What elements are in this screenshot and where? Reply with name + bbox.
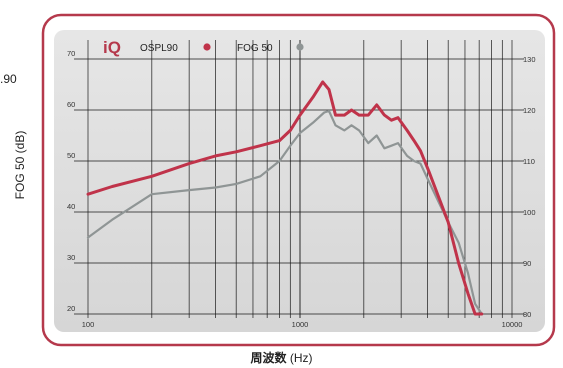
series-lines [86,80,484,316]
series-line-ospl90 [86,80,484,316]
x-tick: 1000 [292,320,309,329]
y-tick-right: 110 [523,157,535,166]
y-tick-left: 20 [67,304,75,313]
x-axis-title-text: 周波数 [250,351,287,365]
legend-label-ospl90: OSPL90 [140,43,178,54]
y-tick-right: 120 [523,106,536,115]
legend-marker [296,43,304,51]
y-tick-left: 30 [67,253,75,262]
y-tick-right: 100 [523,208,536,217]
y-tick-left: 50 [67,151,75,160]
x-tick: 10000 [502,320,523,329]
y-tick-left: 70 [67,49,75,58]
y-tick-right: 80 [523,310,531,319]
legend-brand-logo: iQ [103,38,121,57]
y-tick-right: 130 [523,55,536,64]
y-tick-left: 40 [67,202,75,211]
left-cut-label: .90 [0,72,17,86]
legend-marker [203,43,211,51]
legend-label-fog50: FOG 50 [237,43,273,54]
x-tick: 100 [82,320,95,329]
tick-labels: 20 30 40 50 60 70 80 90 100 110 120 130 100 1000 10000 [67,49,536,329]
chart-panel [54,30,545,332]
x-axis-title: 周波数 (Hz) [0,349,563,366]
y-tick-left: 60 [67,100,75,109]
x-axis-unit: (Hz) [289,351,313,365]
legend: iQ OSPL90 FOG 50 [103,38,304,57]
y-tick-right: 90 [523,259,531,268]
grid-lines [74,40,524,318]
series-line-fog50 [86,109,483,316]
